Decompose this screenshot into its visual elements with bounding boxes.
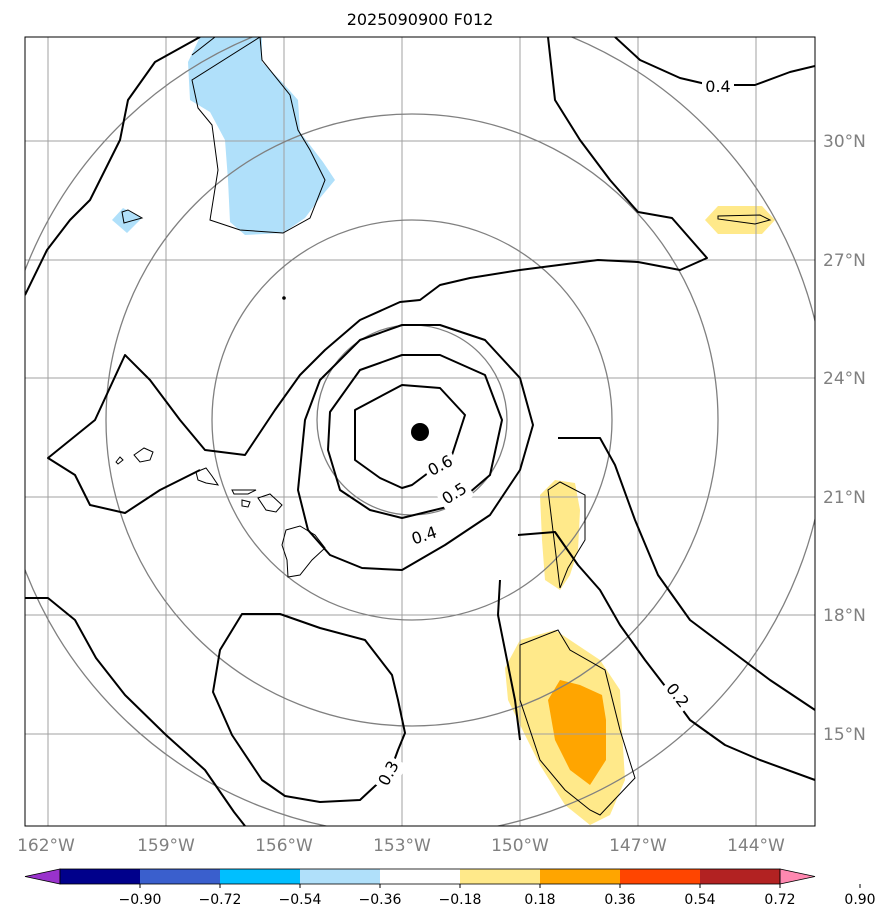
shaded-field xyxy=(112,37,775,825)
coast-oahu xyxy=(195,467,220,486)
lon-label: 162°W xyxy=(17,836,75,856)
map-panel xyxy=(25,37,815,826)
contour-inner-east xyxy=(497,579,521,741)
storm-center-dot xyxy=(411,423,429,441)
coast-south xyxy=(519,629,636,816)
colorbar-segment xyxy=(700,869,780,884)
coast-mid xyxy=(547,481,586,589)
longitude-labels: 162°W 159°W 156°W 153°W 150°W 147°W 144°… xyxy=(17,836,785,856)
positive-shade-core xyxy=(548,680,606,785)
colorbar-tick-label: 0.36 xyxy=(604,892,635,908)
lat-label: 27°N xyxy=(823,251,866,271)
positive-shade-east xyxy=(705,206,775,234)
colorbar-tick-label: −0.54 xyxy=(279,892,322,908)
lon-label: 144°W xyxy=(727,836,785,856)
colorbar-segment xyxy=(60,869,140,884)
lon-label: 159°W xyxy=(137,836,195,856)
lat-label: 21°N xyxy=(823,488,866,508)
contour-label-04-top: 0.4 xyxy=(705,77,730,96)
contour-se xyxy=(517,531,815,781)
lat-label: 24°N xyxy=(823,369,866,389)
colorbar-tick-label: 0.90 xyxy=(844,892,875,908)
contour-label-group: 0.4 0.6 0.5 0.4 0.3 0.2 xyxy=(369,74,734,794)
lat-label: 30°N xyxy=(823,132,866,152)
map-frame xyxy=(24,36,816,827)
coast-dot xyxy=(282,296,286,300)
lat-label: 18°N xyxy=(823,606,866,626)
colorbar-segment xyxy=(620,869,700,884)
coast-east-islet xyxy=(717,214,772,225)
contour-southwest xyxy=(25,597,246,826)
contour-ring-04 xyxy=(297,324,534,571)
coast-maui xyxy=(257,493,283,513)
coast-molokai xyxy=(231,489,257,495)
colorbar-tick-label: −0.90 xyxy=(119,892,162,908)
colorbar-ticks: −0.90 −0.72 −0.54 −0.36 −0.18 0.18 0.36 0.54 0.7… xyxy=(119,884,876,908)
coast-kauai xyxy=(133,447,154,463)
lon-label: 147°W xyxy=(609,836,667,856)
colorbar-segment xyxy=(220,869,300,884)
latitude-labels: 30°N 27°N 24°N 21°N 18°N 15°N xyxy=(823,132,866,745)
coast-small-island xyxy=(121,209,144,224)
colorbar-extend-high xyxy=(779,868,816,885)
colorbar-extend-low xyxy=(24,868,61,885)
contour-ring-06 xyxy=(354,384,466,489)
colorbar-segment xyxy=(140,869,220,884)
contour-outer xyxy=(25,37,201,296)
colorbar-tick-label: 0.72 xyxy=(764,892,795,908)
colorbar-tick-label: 0.54 xyxy=(684,892,715,908)
colorbar-tick-label: −0.18 xyxy=(439,892,482,908)
coast-north xyxy=(191,37,326,234)
contour-ne xyxy=(47,37,708,514)
coast-niihau xyxy=(115,456,124,465)
negative-shade-north xyxy=(188,37,335,235)
contour-ring-05 xyxy=(327,354,503,519)
colorbar-tick-label: −0.72 xyxy=(199,892,242,908)
coast-lanai xyxy=(241,499,251,508)
lon-label: 150°W xyxy=(491,836,549,856)
colorbar-segment xyxy=(300,869,380,884)
colorbar-tick-label: −0.36 xyxy=(359,892,402,908)
coastlines xyxy=(115,37,772,816)
colorbar-segment xyxy=(540,869,620,884)
colorbar-frame xyxy=(59,868,781,885)
map-title: 2025090900 F012 xyxy=(346,10,494,29)
contour-east xyxy=(558,437,815,711)
colorbar-tick-label: 0.18 xyxy=(524,892,555,908)
colorbar xyxy=(24,868,816,885)
colorbar-segment xyxy=(460,869,540,884)
colorbar-segment xyxy=(380,869,460,884)
lon-label: 153°W xyxy=(373,836,431,856)
lon-label: 156°W xyxy=(255,836,313,856)
lat-label: 15°N xyxy=(823,725,866,745)
